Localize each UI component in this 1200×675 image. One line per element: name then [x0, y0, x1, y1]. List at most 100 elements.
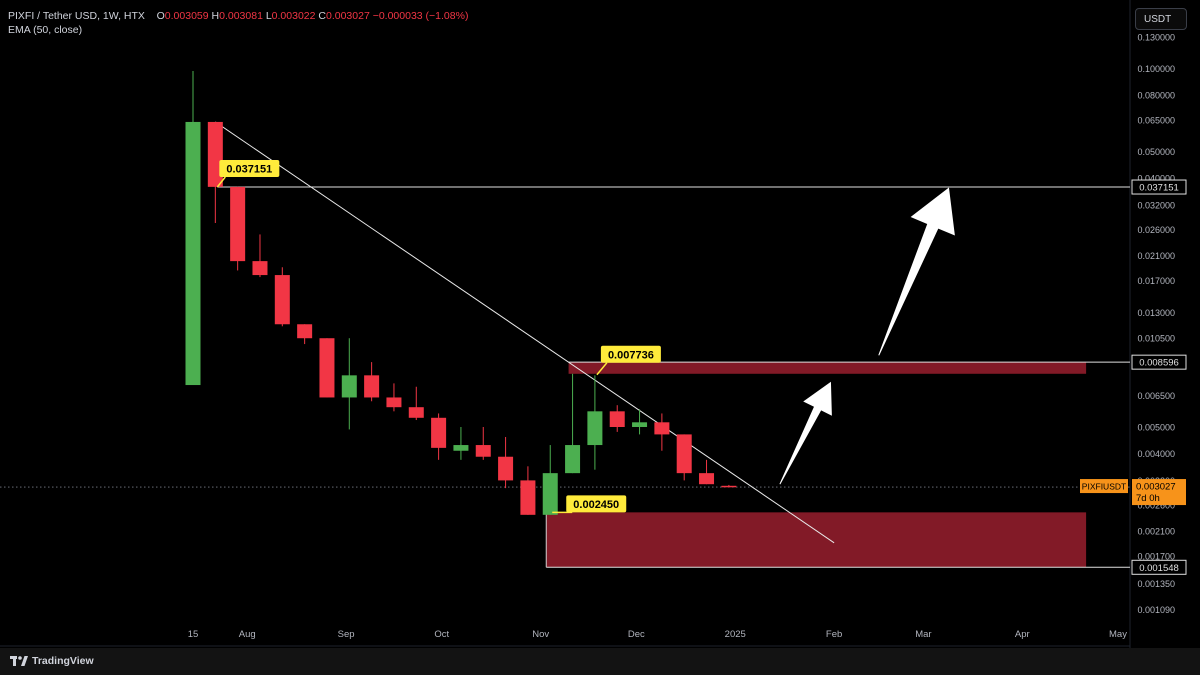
high-label: H [211, 10, 220, 22]
axis-level-label: 0.001548 [1139, 563, 1179, 574]
open-value: 0.003059 [164, 10, 209, 22]
candle-body[interactable] [207, 121, 223, 187]
y-tick-label: 0.021000 [1137, 251, 1175, 261]
x-tick-label: 2025 [725, 629, 746, 640]
candle-body[interactable] [609, 411, 625, 428]
last-price-value: 0.003027 [1136, 482, 1176, 493]
axis-level-label-box [1131, 354, 1187, 370]
y-tick-label: 0.005000 [1137, 423, 1175, 433]
zone-support [546, 512, 1087, 568]
symbol-tag: PIXFIUSDT [1082, 482, 1126, 492]
x-tick-label: Apr [1015, 629, 1030, 640]
change-value: −0.000033 (−1.08%) [372, 10, 469, 22]
y-tick-label: 0.001700 [1137, 552, 1175, 562]
candle-body[interactable] [632, 422, 648, 428]
symbol-tag-box [1080, 479, 1128, 494]
candle-body[interactable] [520, 480, 536, 515]
y-tick-label: 0.065000 [1137, 116, 1175, 126]
y-tick-label: 0.017000 [1137, 276, 1175, 286]
y-tick-label: 0.026000 [1137, 225, 1175, 235]
y-tick-label: 0.130000 [1137, 33, 1175, 43]
y-tick-label: 0.100000 [1137, 64, 1175, 74]
indicator-legend[interactable]: EMA (50, close) [8, 24, 83, 36]
candle-body[interactable] [386, 397, 402, 408]
symbol-title[interactable]: PIXFI / Tether USD, 1W, HTX [8, 10, 145, 22]
currency-button[interactable]: USDT [1135, 8, 1187, 30]
x-tick-label: 15 [188, 629, 199, 640]
tradingview-logo-icon [10, 656, 28, 666]
bar-countdown: 7d 0h [1136, 493, 1160, 504]
callout-pointer [216, 176, 226, 188]
y-tick-label: 0.080000 [1137, 91, 1175, 101]
axis-level-label-box [1131, 179, 1187, 195]
up-arrow-annotation [878, 187, 955, 356]
y-tick-label: 0.006500 [1137, 391, 1175, 401]
axis-level-label-box [1131, 559, 1187, 575]
price-callout-box[interactable] [219, 160, 280, 178]
x-tick-label: May [1109, 629, 1127, 640]
x-tick-label: Dec [628, 629, 645, 640]
candle-body[interactable] [364, 375, 380, 398]
open-label: O [156, 10, 165, 22]
y-tick-label: 0.032000 [1137, 200, 1175, 210]
close-value: 0.003027 [325, 10, 370, 22]
y-tick-label: 0.013000 [1137, 308, 1175, 318]
x-tick-label: Oct [434, 629, 449, 640]
candle-body[interactable] [297, 324, 313, 339]
y-tick-label: 0.002100 [1137, 526, 1175, 536]
x-tick-label: Aug [239, 629, 256, 640]
candle-body[interactable] [565, 445, 581, 474]
chart-header: PIXFI / Tether USD, 1W, HTX O0.003059 H0… [8, 9, 468, 37]
candle-body[interactable] [587, 411, 603, 446]
price-callout-text: 0.002450 [573, 499, 619, 511]
candle-body[interactable] [699, 473, 715, 485]
candle-body[interactable] [319, 338, 335, 398]
candle-body[interactable] [431, 417, 447, 448]
x-tick-label: Feb [826, 629, 842, 640]
candle-body[interactable] [654, 422, 670, 435]
low-value: 0.003022 [271, 10, 316, 22]
candle-body[interactable] [542, 473, 558, 515]
close-label: C [318, 10, 326, 22]
candle-body[interactable] [408, 407, 424, 418]
candle-body[interactable] [341, 375, 357, 398]
trend-line[interactable] [215, 121, 835, 544]
candle-body[interactable] [453, 445, 469, 451]
candle-body[interactable] [185, 121, 201, 386]
y-tick-label: 0.010500 [1137, 334, 1175, 344]
y-tick-label: 0.001350 [1137, 579, 1175, 589]
brand-name: TradingView [32, 655, 94, 667]
candle-body[interactable] [274, 275, 290, 325]
x-tick-label: Sep [338, 629, 355, 640]
high-value: 0.003081 [219, 10, 263, 22]
axis-level-label: 0.037151 [1139, 183, 1179, 194]
y-tick-label: 0.050000 [1137, 147, 1175, 157]
price-callout-text: 0.037151 [226, 164, 272, 176]
y-tick-label: 0.040000 [1137, 174, 1175, 184]
low-label: L [265, 10, 272, 22]
candle-body[interactable] [252, 261, 268, 276]
candle-body[interactable] [721, 485, 737, 488]
zone-resistance [568, 362, 1087, 374]
axis-level-label: 0.008596 [1139, 358, 1179, 369]
up-arrow-annotation [779, 381, 832, 485]
candle-body[interactable] [475, 445, 491, 457]
ohlc-line: PIXFI / Tether USD, 1W, HTX O0.003059 H0… [8, 9, 468, 23]
price-callout-text: 0.007736 [608, 349, 654, 361]
candle-body[interactable] [498, 456, 514, 481]
price-callout-box[interactable] [566, 495, 627, 513]
candle-body[interactable] [230, 186, 246, 262]
x-tick-label: Nov [532, 629, 549, 640]
y-tick-label: 0.004000 [1137, 449, 1175, 459]
last-price-box [1132, 479, 1186, 506]
x-tick-label: Mar [915, 629, 931, 640]
tradingview-logo[interactable]: TradingView [10, 655, 94, 667]
y-tick-label: 0.002600 [1137, 501, 1175, 511]
callout-pointer [596, 362, 608, 376]
footer-bar [0, 648, 1200, 675]
candle-body[interactable] [676, 434, 692, 474]
price-callout-box[interactable] [600, 345, 661, 363]
y-tick-label: 0.001090 [1137, 605, 1175, 615]
